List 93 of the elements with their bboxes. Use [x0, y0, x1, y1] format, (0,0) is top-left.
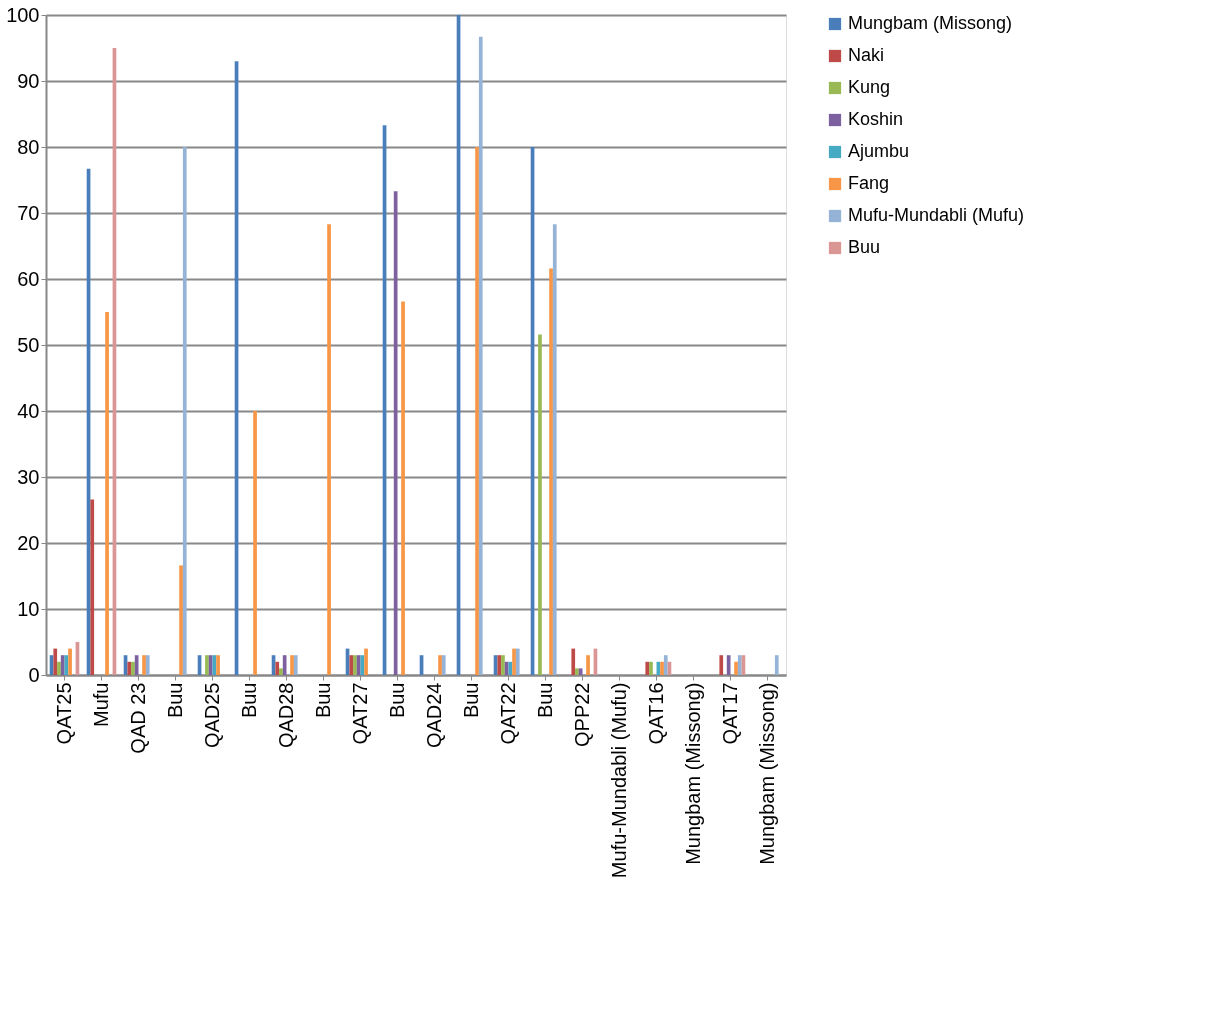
x-tick-label: Mungbam (Missong): [681, 682, 704, 865]
bar: [353, 655, 357, 675]
y-tick-label: 70: [17, 201, 40, 224]
bar: [512, 648, 516, 675]
bar: [60, 655, 65, 675]
bar: [552, 224, 557, 675]
legend-label: Naki: [848, 45, 885, 65]
bar: [549, 268, 553, 675]
x-tick-label: QAT22: [496, 682, 519, 745]
x-tick-label: Buu: [385, 682, 408, 719]
bar: [364, 648, 368, 675]
x-tick-label: Buu: [311, 682, 334, 719]
bar: [575, 668, 579, 675]
bar: [356, 655, 361, 675]
bar: [645, 661, 650, 675]
bar: [282, 655, 287, 675]
bar: [205, 655, 209, 675]
legend-label: Buu: [848, 237, 881, 257]
x-tick-label: QAD24: [422, 682, 445, 749]
bar: [216, 655, 220, 675]
y-tick-label: 60: [17, 267, 40, 290]
bar: [349, 655, 354, 675]
x-tick-label: QAT17: [718, 682, 741, 745]
bar: [441, 655, 446, 675]
y-tick-label: 10: [17, 597, 40, 620]
bar: [475, 147, 479, 675]
legend-label: Mufu-Mundabli (Mufu): [848, 205, 1025, 225]
bar: [145, 655, 150, 675]
bar: [578, 668, 583, 675]
bar: [53, 648, 58, 675]
bar: [253, 411, 257, 675]
x-tick-label: QAD28: [274, 682, 297, 749]
legend-label: Ajumbu: [848, 141, 910, 161]
bar: [127, 661, 132, 675]
bar: [327, 224, 331, 675]
x-tick-label: Buu: [533, 682, 556, 719]
bar: [68, 648, 72, 675]
y-tick-label: 80: [17, 135, 40, 158]
bar: [497, 655, 502, 675]
bar: [208, 655, 213, 675]
bar: [737, 655, 742, 675]
bar: [649, 661, 653, 675]
bar: [663, 655, 668, 675]
bar: [105, 312, 109, 675]
bar: [90, 499, 95, 675]
bar: [182, 147, 187, 675]
y-tick-label: 20: [17, 531, 40, 554]
bar: [142, 655, 146, 675]
x-tick-label: Mufu: [89, 682, 112, 727]
legend-label: Fang: [848, 173, 890, 193]
bar: [290, 655, 294, 675]
y-tick-label: 0: [28, 663, 40, 686]
bar: [57, 661, 61, 675]
x-tick-label: Mungbam (Missong): [755, 682, 778, 865]
legend-label: Koshin: [848, 109, 904, 129]
y-tick-label: 30: [17, 465, 40, 488]
bar: [719, 655, 724, 675]
bar: [275, 661, 280, 675]
x-tick-label: QPP22: [570, 682, 593, 747]
y-tick-label: 50: [17, 333, 40, 356]
bar: [586, 655, 590, 675]
bar: [501, 655, 505, 675]
bar: [478, 36, 483, 675]
x-tick-label: QAD25: [200, 682, 223, 749]
y-tick-label: 40: [17, 399, 40, 422]
legend-label: Mungbam (Missong): [848, 13, 1013, 33]
bar: [131, 661, 135, 675]
x-tick-label: QAT25: [52, 682, 75, 745]
bar: [134, 655, 139, 675]
bar: [660, 661, 664, 675]
bar: [774, 655, 779, 675]
bar: [504, 661, 509, 675]
x-tick-label: Buu: [459, 682, 482, 719]
x-tick-label: Buu: [237, 682, 260, 719]
bar: [515, 648, 520, 675]
y-tick-label: 90: [17, 69, 40, 92]
bar: [734, 661, 738, 675]
bar: [726, 655, 731, 675]
x-tick-label: Buu: [163, 682, 186, 719]
bar: [401, 301, 405, 675]
bar: [438, 655, 442, 675]
bar: [538, 334, 542, 675]
y-tick-label: 100: [6, 3, 40, 26]
bar: [393, 191, 398, 675]
x-tick-label: QAD 23: [126, 682, 149, 754]
legend-label: Kung: [848, 77, 891, 97]
x-tick-label: Mufu-Mundabli (Mufu): [607, 682, 630, 879]
bar: [279, 668, 283, 675]
bar: [571, 648, 576, 675]
x-tick-label: QAT27: [348, 682, 371, 745]
bar: [179, 565, 183, 675]
bar: [293, 655, 298, 675]
x-tick-label: QAT16: [644, 682, 667, 745]
